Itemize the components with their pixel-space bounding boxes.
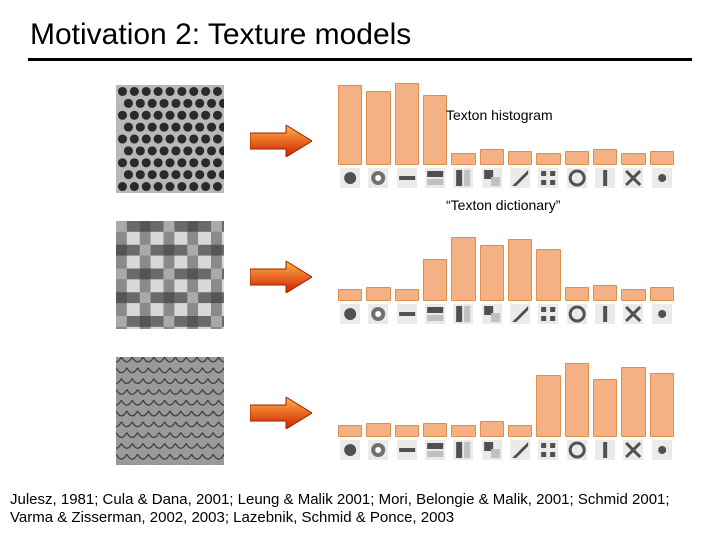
- histogram-bar: [451, 425, 475, 437]
- texton-icon: [395, 440, 419, 460]
- texton-icon: [395, 304, 419, 324]
- histogram-bar: [480, 149, 504, 165]
- histogram-bar: [423, 423, 447, 437]
- histogram-bar: [565, 287, 589, 301]
- texton-icon: [366, 304, 390, 324]
- histogram-bar: [395, 83, 419, 165]
- histogram-2: [338, 221, 674, 324]
- arrow-icon: [250, 261, 312, 293]
- texton-icon: [451, 304, 475, 324]
- histogram-bar: [536, 153, 560, 165]
- texton-icon: [593, 440, 617, 460]
- texton-icon: [536, 304, 560, 324]
- texton-icon: [650, 440, 674, 460]
- histogram-bar: [536, 375, 560, 437]
- texton-icon: [650, 168, 674, 188]
- content-area: Texton histogram “Texton dictionary”: [28, 79, 692, 479]
- texton-icon: [593, 168, 617, 188]
- row-2: [28, 215, 692, 335]
- texton-icon: [621, 440, 645, 460]
- histogram-bar: [395, 289, 419, 301]
- texton-icon: [338, 304, 362, 324]
- texton-icon: [565, 304, 589, 324]
- histogram-bar: [650, 151, 674, 165]
- histogram-bar: [621, 153, 645, 165]
- histogram-bar: [508, 151, 532, 165]
- histogram-bar: [480, 421, 504, 437]
- texton-icon: [650, 304, 674, 324]
- texton-icon: [451, 168, 475, 188]
- arrow-icon: [250, 397, 312, 429]
- histogram-bar: [451, 237, 475, 301]
- arrow-icon: [250, 125, 312, 157]
- histogram-bar: [338, 85, 362, 165]
- histogram-bar: [508, 425, 532, 437]
- histogram-bar: [480, 245, 504, 301]
- texton-icon: [423, 168, 447, 188]
- texton-icon: [508, 168, 532, 188]
- texton-icon: [480, 440, 504, 460]
- texton-icon: [565, 440, 589, 460]
- texton-icon: [480, 304, 504, 324]
- histogram-3: [338, 357, 674, 460]
- histogram-bar: [366, 423, 390, 437]
- texton-icon: [366, 440, 390, 460]
- histogram-bar: [423, 95, 447, 165]
- texton-icon: [480, 168, 504, 188]
- row-3: [28, 351, 692, 471]
- texton-icon: [366, 168, 390, 188]
- histogram-bar: [338, 425, 362, 437]
- texture-scales: [116, 357, 224, 465]
- texton-icon: [508, 304, 532, 324]
- histogram-bar: [366, 91, 390, 165]
- texture-grid: [116, 221, 224, 329]
- histogram-bar: [395, 425, 419, 437]
- histogram-bar: [338, 289, 362, 301]
- texton-icon: [338, 440, 362, 460]
- histogram-label: Texton histogram: [446, 107, 553, 123]
- histogram-bar: [593, 285, 617, 301]
- histogram-bar: [508, 239, 532, 301]
- title-rule: [28, 58, 692, 61]
- histogram-bar: [593, 379, 617, 437]
- texton-icon: [508, 440, 532, 460]
- texton-icon: [338, 168, 362, 188]
- slide-title: Motivation 2: Texture models: [30, 18, 692, 52]
- histogram-bar: [565, 151, 589, 165]
- histogram-bar: [621, 289, 645, 301]
- histogram-bar: [366, 287, 390, 301]
- texton-icon: [621, 304, 645, 324]
- references: Julesz, 1981; Cula & Dana, 2001; Leung &…: [10, 491, 710, 529]
- histogram-1: [338, 85, 674, 188]
- histogram-bar: [650, 287, 674, 301]
- texton-icon: [565, 168, 589, 188]
- histogram-bar: [451, 153, 475, 165]
- texton-icon: [536, 440, 560, 460]
- texton-icon: [395, 168, 419, 188]
- dictionary-label: “Texton dictionary”: [446, 197, 560, 213]
- texton-icon: [423, 440, 447, 460]
- histogram-bar: [621, 367, 645, 437]
- row-1: Texton histogram “Texton dictionary”: [28, 79, 692, 199]
- texton-icon: [621, 168, 645, 188]
- texton-icon: [536, 168, 560, 188]
- texton-icon: [451, 440, 475, 460]
- histogram-bar: [650, 373, 674, 437]
- texton-icon: [423, 304, 447, 324]
- histogram-bar: [423, 259, 447, 301]
- histogram-bar: [565, 363, 589, 437]
- texture-dots: [116, 85, 224, 193]
- histogram-bar: [536, 249, 560, 301]
- texton-icon: [593, 304, 617, 324]
- histogram-bar: [593, 149, 617, 165]
